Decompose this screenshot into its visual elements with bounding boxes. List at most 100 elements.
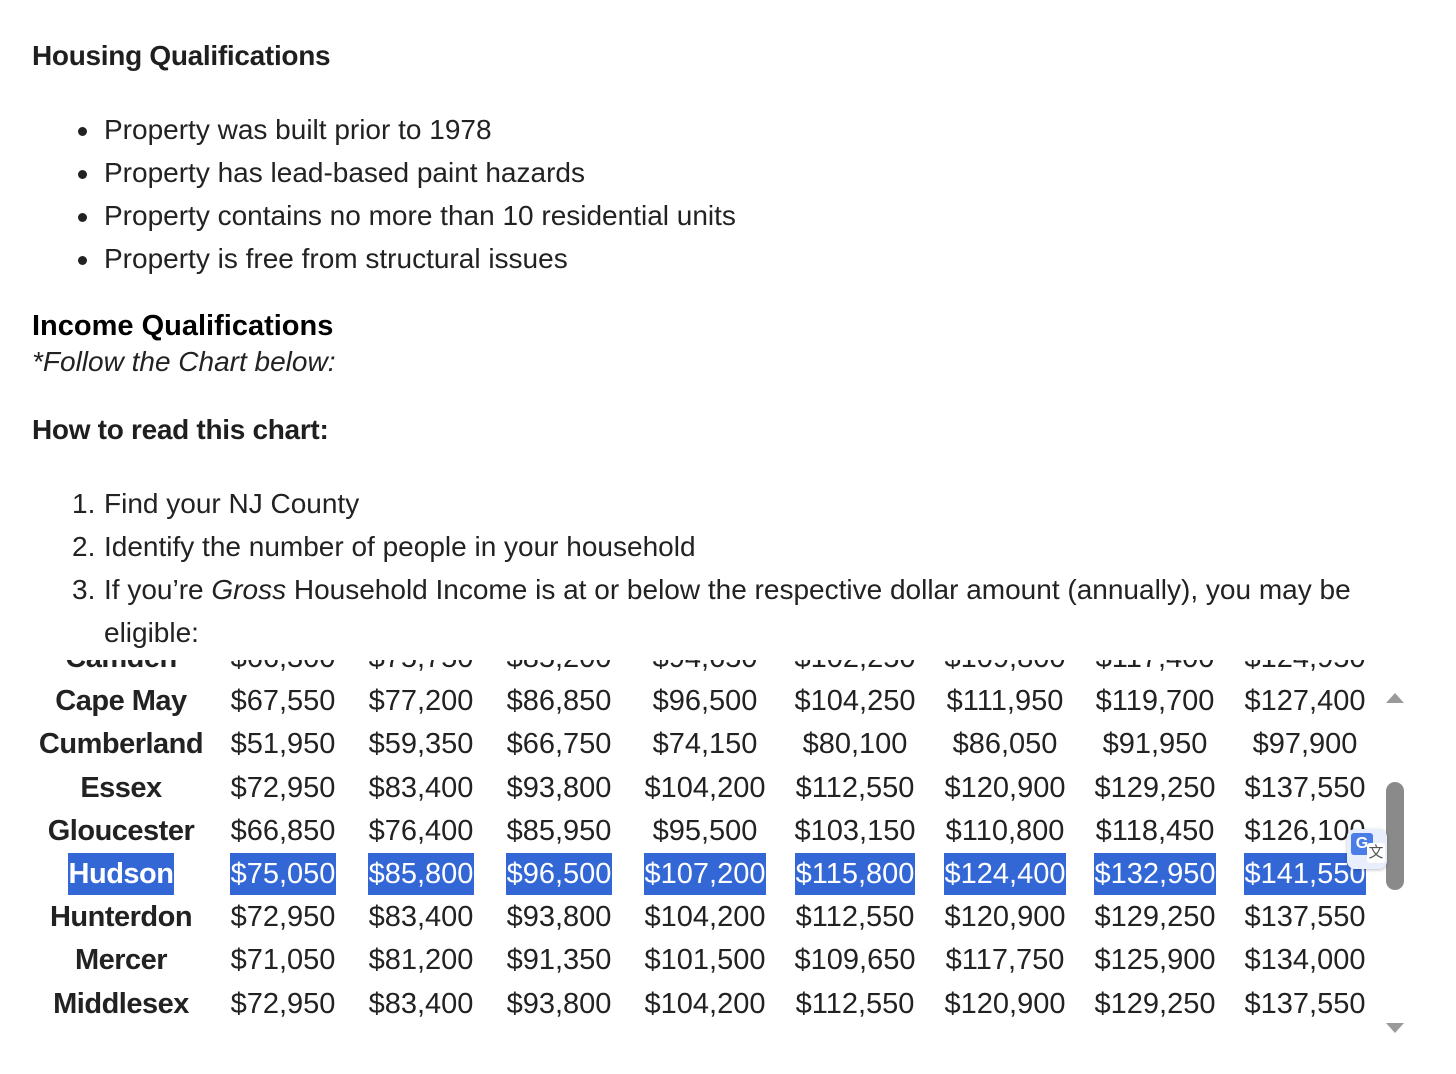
income-limit-cell: $141,550 <box>1235 853 1375 896</box>
income-limit-cell: $117,750 <box>935 939 1075 982</box>
income-limit-cell: $137,550 <box>1235 896 1375 939</box>
list-item: Property is free from structural issues <box>72 237 736 280</box>
list-item: Property was built prior to 1978 <box>72 108 736 151</box>
income-limit-cell: $115,800 <box>785 853 925 896</box>
county-cell: Mercer <box>36 939 206 982</box>
income-limit-value: $80,100 <box>802 728 908 761</box>
income-limit-cell: $129,250 <box>1085 896 1225 939</box>
income-limit-cell: $124,400 <box>935 853 1075 896</box>
income-limit-cell: $97,900 <box>1235 723 1375 766</box>
income-limit-value: $96,500 <box>505 853 613 895</box>
income-limit-cell: $71,050 <box>213 939 353 982</box>
income-limit-cell: $104,200 <box>635 983 775 1026</box>
income-limit-cell: $80,100 <box>785 723 925 766</box>
income-limit-value: $104,250 <box>794 685 916 718</box>
income-limit-value: $117,750 <box>945 944 1065 977</box>
income-limit-value: $83,400 <box>368 771 474 804</box>
housing-heading: Housing Qualifications <box>32 40 331 71</box>
income-limit-cell: $120,900 <box>935 896 1075 939</box>
county-cell: Middlesex <box>36 983 206 1026</box>
income-limit-cell: $104,250 <box>785 680 925 723</box>
county-name: Cape May <box>55 685 187 718</box>
income-limit-cell: $110,800 <box>935 810 1075 853</box>
income-limit-value: $67,550 <box>230 685 336 718</box>
income-limit-cell: $112,550 <box>785 767 925 810</box>
income-limit-value: $120,900 <box>944 771 1066 804</box>
income-limit-cell: $72,950 <box>213 767 353 810</box>
income-limit-value: $95,500 <box>652 814 758 847</box>
income-limit-cell: $85,200 <box>489 660 629 680</box>
income-limit-cell: $83,400 <box>351 767 491 810</box>
income-limit-value: $83,400 <box>368 987 474 1020</box>
income-limit-cell: $104,200 <box>635 896 775 939</box>
income-limit-value: $109,650 <box>794 944 916 977</box>
county-cell: Cape May <box>36 680 206 723</box>
table-row: Essex $72,950 $83,400 $93,800 $104,200 $112,5… <box>0 767 1380 810</box>
county-cell: Essex <box>36 767 206 810</box>
income-limit-cell: $83,400 <box>351 896 491 939</box>
income-limit-value: $91,350 <box>506 944 612 977</box>
chart-note: *Follow the Chart below: <box>32 346 336 377</box>
arrow-up-icon[interactable] <box>1386 693 1404 703</box>
arrow-down-icon[interactable] <box>1386 1023 1404 1033</box>
income-limit-cell: $112,550 <box>785 896 925 939</box>
income-limit-value: $83,400 <box>368 901 474 934</box>
income-limit-value: $86,850 <box>506 685 612 718</box>
list-item: 2. Identify the number of people in your … <box>72 525 1392 568</box>
income-limit-cell: $119,700 <box>1085 680 1225 723</box>
county-cell: Cumberland <box>36 723 206 766</box>
income-limit-cell: $93,800 <box>489 983 629 1026</box>
table-row: Middlesex $72,950 $83,400 $93,800 $104,200 $1… <box>0 983 1380 1026</box>
income-limit-value: $85,200 <box>506 660 613 674</box>
income-limit-value: $93,800 <box>506 987 612 1020</box>
income-limit-value: $112,550 <box>795 987 915 1020</box>
income-limit-value: $93,800 <box>506 901 612 934</box>
income-limit-cell: $75,750 <box>351 660 491 680</box>
county-cell: Gloucester <box>36 810 206 853</box>
income-limit-value: $104,200 <box>644 987 766 1020</box>
income-limit-cell: $117,400 <box>1085 660 1225 680</box>
income-limit-value: $77,200 <box>368 685 474 718</box>
income-limit-value: $85,950 <box>506 814 612 847</box>
scrollbar-thumb[interactable] <box>1386 782 1404 890</box>
income-limit-cell: $132,950 <box>1085 853 1225 896</box>
list-item: 3. If you’re Gross Household Income is at… <box>72 568 1392 654</box>
income-limit-cell: $93,800 <box>489 767 629 810</box>
income-limit-cell: $95,500 <box>635 810 775 853</box>
income-limit-value: $104,200 <box>644 771 766 804</box>
income-limit-cell: $127,400 <box>1235 680 1375 723</box>
income-limit-value: $104,200 <box>644 901 766 934</box>
table-row: Hudson $75,050 $85,800 $96,500 $107,200 $115,… <box>0 853 1380 896</box>
translate-icon[interactable]: G 文 <box>1347 829 1387 869</box>
table-row: Cumberland $51,950 $59,350 $66,750 $74,150 $8… <box>0 723 1380 766</box>
income-limit-value: $107,200 <box>643 853 767 895</box>
income-limit-value: $137,550 <box>1244 901 1366 934</box>
income-limit-cell: $120,900 <box>935 767 1075 810</box>
income-limit-cell: $124,950 <box>1235 660 1375 680</box>
income-limit-value: $91,950 <box>1102 728 1208 761</box>
income-limit-value: $51,950 <box>230 728 336 761</box>
income-limit-value: $126,100 <box>1244 814 1366 847</box>
income-table[interactable]: Camden $66,300 $75,750 $85,200 $94,650 $102,2… <box>0 660 1410 1046</box>
income-limit-value: $120,900 <box>944 987 1066 1020</box>
income-limit-cell: $125,900 <box>1085 939 1225 982</box>
income-limit-cell: $109,800 <box>935 660 1075 680</box>
table-row: Cape May $67,550 $77,200 $86,850 $96,500 $104… <box>0 680 1380 723</box>
income-limit-cell: $83,400 <box>351 983 491 1026</box>
income-limit-cell: $51,950 <box>213 723 353 766</box>
income-limit-value: $129,250 <box>1094 771 1216 804</box>
income-limit-cell: $109,650 <box>785 939 925 982</box>
income-limit-value: $66,850 <box>230 814 336 847</box>
income-limit-cell: $137,550 <box>1235 983 1375 1026</box>
income-limit-cell: $94,650 <box>635 660 775 680</box>
income-limit-value: $124,400 <box>943 853 1067 895</box>
income-limit-cell: $134,000 <box>1235 939 1375 982</box>
income-limit-cell: $120,900 <box>935 983 1075 1026</box>
translate-char-glyph: 文 <box>1367 843 1385 863</box>
income-limit-value: $119,700 <box>1095 685 1215 718</box>
income-limit-cell: $103,150 <box>785 810 925 853</box>
income-limit-value: $72,950 <box>230 987 336 1020</box>
income-limit-cell: $59,350 <box>351 723 491 766</box>
income-limit-cell: $111,950 <box>935 680 1075 723</box>
income-limit-value: $134,000 <box>1244 944 1366 977</box>
